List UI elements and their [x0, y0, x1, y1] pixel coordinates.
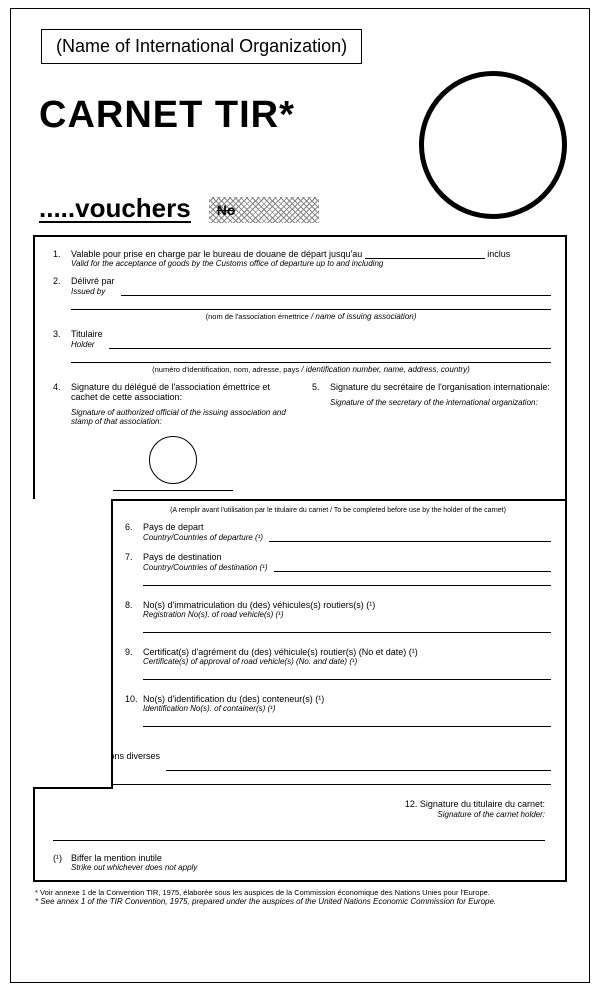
field-3-num: 3.	[53, 329, 71, 374]
field-8-fr: No(s) d'immatriculation du (des) véhicul…	[143, 600, 551, 610]
field-9: 9. Certificat(s) d'agrément du (des) véh…	[125, 647, 551, 680]
field-6-fr: Pays de depart	[143, 522, 204, 532]
field-12-num: 12.	[405, 799, 418, 809]
note-1: (¹) Biffer la mention inutile Strike out…	[53, 853, 551, 872]
field-6-it: Country/Countries of departure (¹)	[143, 533, 263, 542]
field-9-num: 9.	[125, 647, 143, 680]
field-5: 5. Signature du secrétaire de l'organisa…	[312, 382, 551, 491]
field-7-num: 7.	[125, 552, 143, 586]
field-3-fr: Titulaire	[71, 329, 103, 339]
field-2-num: 2.	[53, 276, 71, 321]
lower-left-box	[33, 499, 113, 789]
field-7: 7. Pays de destination Country/Countries…	[125, 552, 551, 586]
field-5-it: Signature of the secretary of the intern…	[330, 398, 550, 407]
field-2-blank[interactable]	[121, 286, 551, 296]
fields-4-5: 4. Signature du délégué de l'association…	[53, 382, 551, 491]
field-5-fr: Signature du secrétaire de l'organisatio…	[330, 382, 550, 392]
field-3-caption: (numéro d'identification, nom, adresse, …	[71, 365, 551, 374]
no-label: No	[217, 202, 236, 218]
field-12-it: Signature of the carnet holder:	[437, 810, 545, 819]
field-2-line2[interactable]	[71, 298, 551, 310]
lower-section: (A remplir avant l'utilisation par le ti…	[35, 499, 565, 880]
field-6: 6. Pays de depart Country/Countries of d…	[125, 522, 551, 542]
field-7-line2[interactable]	[143, 574, 551, 586]
field-4-sig-line[interactable]	[113, 490, 233, 491]
field-10: 10. No(s) d'identification du (des) cont…	[125, 694, 551, 727]
field-1: 1. Valable pour prise en charge par le b…	[53, 249, 551, 268]
note-1-fr: Biffer la mention inutile	[71, 853, 197, 863]
note-1-it: Strike out whichever does not apply	[71, 863, 197, 872]
org-name-box: (Name of International Organization)	[41, 29, 362, 64]
field-10-num: 10.	[125, 694, 143, 727]
field-3-it: Holder	[71, 340, 95, 349]
field-10-fr: No(s) d'identification du (des) conteneu…	[143, 694, 551, 704]
field-11-blank[interactable]	[166, 761, 551, 771]
vouchers-label: .....vouchers	[39, 195, 191, 223]
field-1-suffix: inclus	[487, 249, 510, 259]
upper-section: 1. Valable pour prise en charge par le b…	[35, 237, 565, 499]
field-2-caption: (nom de l'association émettrice / name o…	[71, 312, 551, 321]
field-12-fr: Signature du titulaire du carnet:	[420, 799, 545, 809]
field-2-caption-fr: (nom de l'association émettrice	[206, 312, 309, 321]
field-10-line[interactable]	[143, 715, 551, 727]
field-11: 11. Observations diverses Remarks	[53, 751, 551, 785]
page-frame: (Name of International Organization) CAR…	[10, 8, 590, 983]
field-3-caption-it: / identification number, name, address, …	[299, 365, 470, 374]
field-6-blank[interactable]	[269, 532, 551, 542]
lower-body: (A remplir avant l'utilisation par le ti…	[115, 501, 565, 743]
stamp-circle	[419, 71, 567, 219]
bottom-fields: 11. Observations diverses Remarks	[35, 743, 565, 880]
field-2: 2. Délivré par Issued by (nom de l'assoc…	[53, 276, 551, 321]
no-hatched-box: No	[209, 197, 319, 223]
lower-caption: (A remplir avant l'utilisation par le ti…	[125, 507, 551, 514]
org-name-text: (Name of International Organization)	[56, 36, 347, 56]
footnotes: * Voir annexe 1 de la Convention TIR, 19…	[33, 888, 567, 907]
field-9-fr: Certificat(s) d'agrément du (des) véhicu…	[143, 647, 551, 657]
note-1-mark: (¹)	[53, 853, 71, 872]
field-9-it: Certificate(s) of approval of road vehic…	[143, 657, 551, 666]
field-9-line[interactable]	[143, 668, 551, 680]
field-8-it: Registration No(s). of road vehicle(s) (…	[143, 610, 551, 619]
field-2-it: Issued by	[71, 287, 105, 296]
field-4-num: 4.	[53, 382, 71, 426]
field-11-line2[interactable]	[71, 773, 551, 785]
field-1-num: 1.	[53, 249, 71, 268]
field-4-it: Signature of authorized official of the …	[71, 408, 292, 426]
field-7-fr: Pays de destination	[143, 552, 222, 562]
field-1-blank[interactable]	[365, 249, 485, 259]
form-box: 1. Valable pour prise en charge par le b…	[33, 235, 567, 882]
field-7-blank[interactable]	[274, 562, 552, 572]
field-8-line[interactable]	[143, 621, 551, 633]
field-5-num: 5.	[312, 382, 330, 407]
field-12: 12. Signature du titulaire du carnet: Si…	[53, 799, 551, 841]
field-2-caption-it: / name of issuing association)	[309, 312, 417, 321]
field-3-caption-fr: (numéro d'identification, nom, adresse, …	[152, 365, 299, 374]
field-12-line[interactable]	[53, 829, 545, 841]
field-7-it: Country/Countries of destination (¹)	[143, 563, 268, 572]
field-6-num: 6.	[125, 522, 143, 542]
field-3: 3. Titulaire Holder (numéro d'identifica…	[53, 329, 551, 374]
field-4-fr: Signature du délégué de l'association ém…	[71, 382, 292, 402]
footnote-it: * See annex 1 of the TIR Convention, 197…	[35, 897, 565, 907]
field-1-it: Valid for the acceptance of goods by the…	[71, 259, 551, 268]
field-4: 4. Signature du délégué de l'association…	[53, 382, 292, 491]
field-10-it: Identification No(s). of container(s) (¹…	[143, 704, 551, 713]
field-3-blank[interactable]	[109, 339, 551, 349]
footnote-fr: * Voir annexe 1 de la Convention TIR, 19…	[35, 888, 565, 897]
field-8-num: 8.	[125, 600, 143, 633]
association-seal-circle	[149, 436, 197, 484]
field-2-fr: Délivré par	[71, 276, 115, 286]
field-1-fr: Valable pour prise en charge par le bure…	[71, 249, 362, 259]
field-8: 8. No(s) d'immatriculation du (des) véhi…	[125, 600, 551, 633]
field-3-line2[interactable]	[71, 351, 551, 363]
